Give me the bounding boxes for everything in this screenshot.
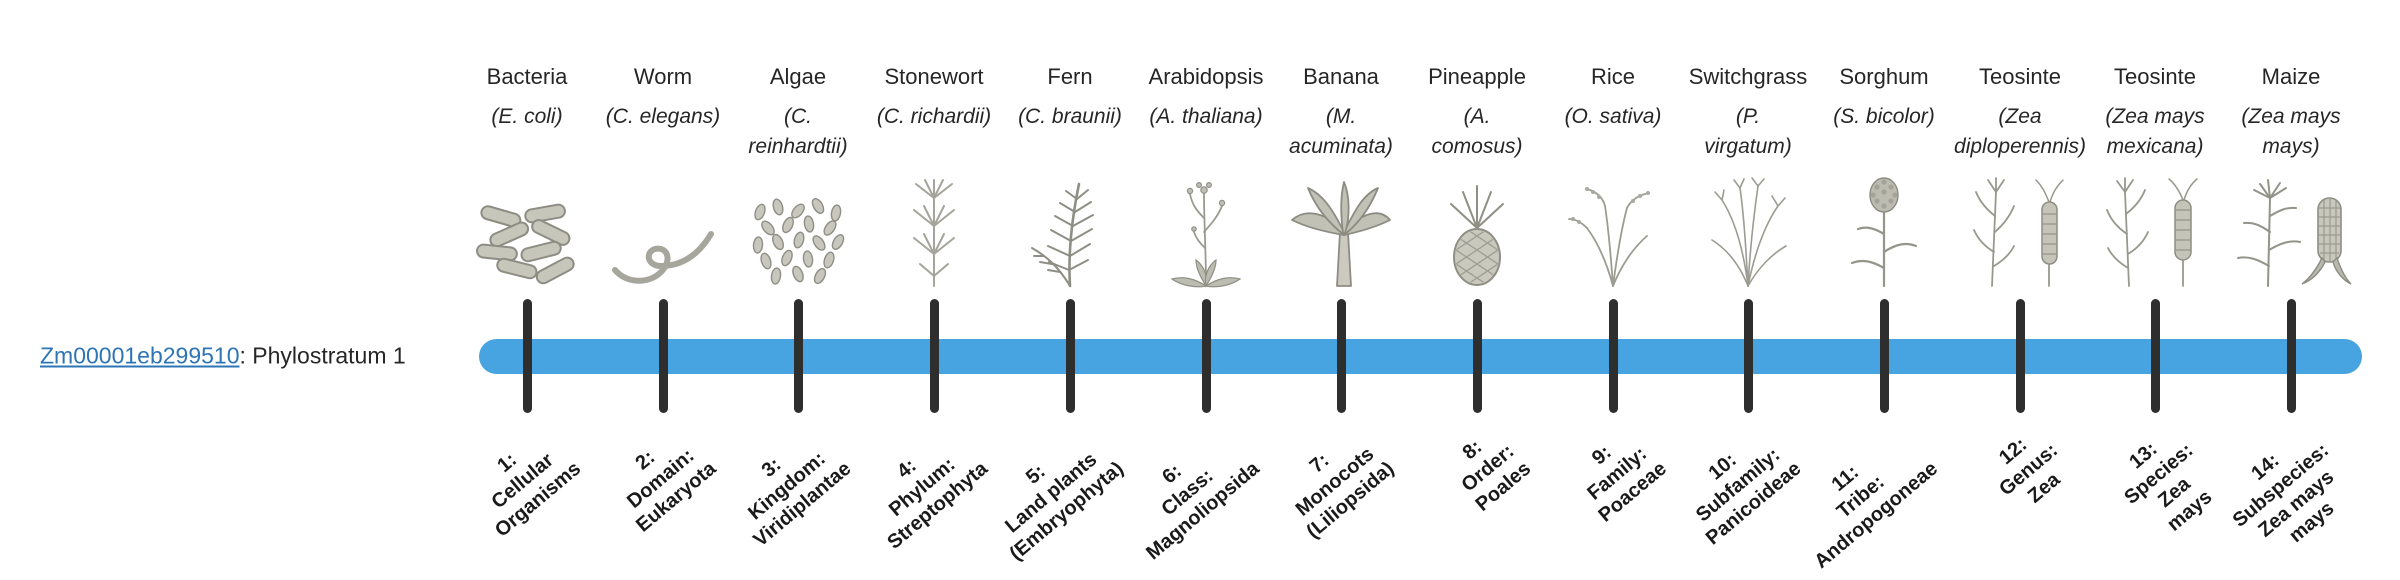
organism-common-name: Algae — [769, 64, 827, 89]
phylostratum-tick — [1743, 299, 1753, 413]
gene-id-link[interactable]: Zm00001eb299510 — [40, 342, 240, 369]
organism-common-name: Bacteria — [486, 64, 568, 89]
phylostratum-label: 1: Cellular Organisms — [486, 448, 585, 542]
phylostratum-tick — [1879, 299, 1889, 413]
organism-scientific-name: (A. thaliana) — [1149, 105, 1263, 128]
phylostratum-label: 3: Kingdom: Viridiplantae — [744, 447, 856, 552]
phylostratum-label: 12: Genus: Zea — [1995, 433, 2065, 508]
organism-common-name: Maize — [2261, 64, 2321, 89]
organism-scientific-name: (C. braunii) — [1018, 105, 1122, 128]
rice-icon — [1543, 168, 1683, 288]
phylostratum-label: 10: Subfamily: Panicoideae — [1692, 443, 1806, 550]
phylostratum-label: 5: Land plants (Embryophyta) — [1001, 448, 1128, 566]
organism-common-name: Teosinte — [1979, 64, 2061, 89]
sorghum-icon — [1814, 168, 1954, 288]
teosinte-mexicana-icon — [2085, 168, 2225, 288]
organism-common-name: Rice — [1590, 64, 1635, 89]
phylostratum-label: 2: Domain: Eukaryota — [623, 444, 721, 537]
arabidopsis-icon — [1136, 168, 1276, 288]
organism-scientific-name: (Zea diploperennis) — [1954, 105, 2086, 158]
organism-common-name: Banana — [1303, 64, 1379, 89]
phylostratum-label: 13: Species: Zea mays — [2120, 437, 2217, 536]
algae-icon — [728, 168, 868, 288]
phylostratum-label: 6: Class: Magnoliopsida — [1142, 457, 1264, 565]
fern-icon — [1000, 168, 1140, 288]
organism-common-name: Fern — [1047, 64, 1093, 89]
organism-common-name: Switchgrass — [1688, 64, 1808, 89]
pineapple-icon — [1407, 168, 1547, 288]
organism-common-name: Teosinte — [2114, 64, 2196, 89]
organism-scientific-name: (E. coli) — [491, 105, 563, 128]
organism-common-name: Arabidopsis — [1148, 64, 1264, 89]
phylostratum-tick — [1065, 299, 1075, 413]
phylostratum-label: 11: Tribe: Andropogoneae — [1810, 457, 1942, 573]
phylostratum-tick — [522, 299, 532, 413]
stonewort-icon — [864, 168, 1004, 288]
phylostratum-label: 7: Monocots (Liliopsida) — [1292, 443, 1399, 543]
organism-common-name: Sorghum — [1839, 64, 1929, 89]
phylostratum-tick — [1336, 299, 1346, 413]
phylostratum-tick — [793, 299, 803, 413]
organism-scientific-name: (O. sativa) — [1564, 105, 1662, 128]
gene-label: Zm00001eb299510: Phylostratum 1 — [40, 343, 406, 370]
organism-common-name: Stonewort — [884, 64, 984, 89]
organism-scientific-name: (S. bicolor) — [1833, 105, 1935, 128]
teosinte-diploperennis-icon — [1950, 168, 2090, 288]
organism-common-name: Pineapple — [1428, 64, 1526, 89]
phylostrata-bar — [479, 339, 2362, 374]
phylostratum-label: 8: Order: Poales — [1456, 435, 1535, 516]
phylostratum-label: 14: Subspecies: Zea mays mays — [2228, 439, 2339, 548]
phylostratum-tick — [2150, 299, 2160, 413]
organism-scientific-name: (C. richardii) — [876, 105, 992, 128]
phylostratum-label: 9: Family: Poaceae — [1583, 441, 1671, 527]
phylostratum-tick — [2286, 299, 2296, 413]
banana-icon — [1271, 168, 1411, 288]
phylostratum-label: 4: Phylum: Streptophyta — [883, 453, 992, 554]
phylostratum-tick — [1201, 299, 1211, 413]
maize-icon — [2221, 168, 2361, 288]
bacteria-icon — [457, 168, 597, 288]
organism-scientific-name: (C. elegans) — [605, 105, 721, 128]
organism-scientific-name: (Zea mays mexicana) — [2105, 105, 2205, 158]
organism-common-name: Worm — [633, 64, 693, 89]
phylostratum-tick — [1608, 299, 1618, 413]
organism-scientific-name: (C. reinhardtii) — [748, 105, 848, 158]
organism-scientific-name: (M. acuminata) — [1289, 105, 1393, 158]
gene-phylostratum-text: : Phylostratum 1 — [239, 342, 406, 369]
worm-icon — [593, 168, 733, 288]
phylostratum-tick — [929, 299, 939, 413]
organism-scientific-name: (P. virgatum) — [1704, 105, 1792, 158]
phylostratum-tick — [1472, 299, 1482, 413]
phylostratum-tick — [2015, 299, 2025, 413]
organism-scientific-name: (A. comosus) — [1431, 105, 1523, 158]
phylostratum-tick — [658, 299, 668, 413]
switchgrass-icon — [1678, 168, 1818, 288]
organism-scientific-name: (Zea mays mays) — [2241, 105, 2341, 158]
